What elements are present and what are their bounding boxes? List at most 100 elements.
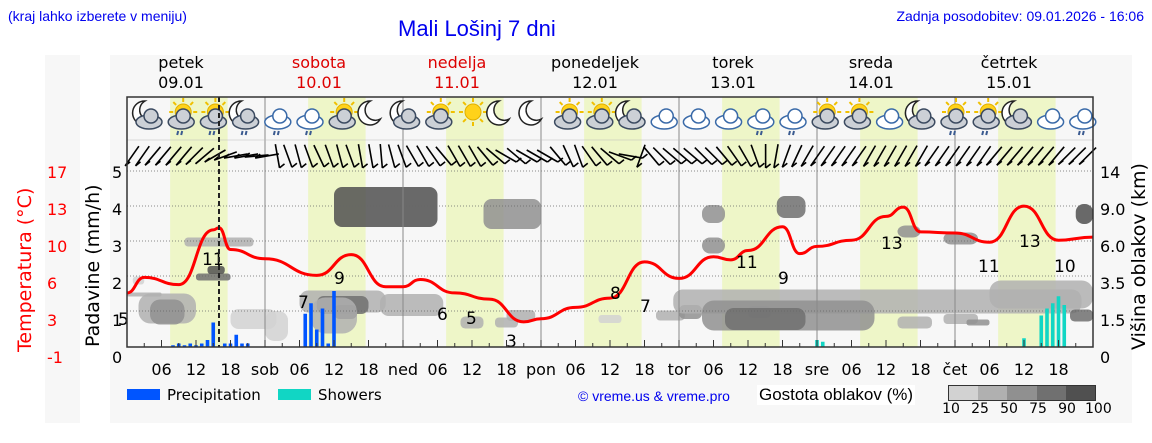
- wind-barb-icon: [134, 145, 150, 167]
- moon-cloud-icon: [1001, 100, 1033, 130]
- x-tick-label: tor: [667, 360, 691, 379]
- cloud-tick: 6.0: [1100, 237, 1126, 256]
- precip-tick: 3: [112, 237, 123, 256]
- x-tick-label: 18: [496, 360, 517, 379]
- x-tick-label: 12: [461, 360, 483, 379]
- wind-barb-icon: [324, 144, 335, 168]
- temp-label: 9: [778, 269, 789, 289]
- wind-barb-icon: [303, 144, 314, 168]
- day-date-2: 11.01: [434, 73, 480, 92]
- wind-barb-icon: [830, 145, 846, 167]
- day-name-6: četrtek: [980, 53, 1038, 72]
- wind-barb-icon: [976, 145, 992, 167]
- density-scale-label: 50: [1000, 401, 1018, 417]
- wind-barb-icon: [914, 145, 929, 167]
- temp-label: 13: [1019, 232, 1041, 252]
- weather-icons: [131, 98, 1097, 136]
- x-tick-label: sob: [250, 360, 280, 379]
- x-tick-label: 06: [565, 360, 586, 379]
- wind-barb-icon: [581, 145, 597, 167]
- wind-barb-icon: [715, 146, 733, 166]
- sun-cloud-icon: [811, 98, 842, 130]
- cloud-icon: [1036, 108, 1065, 130]
- x-tick-label: čet: [942, 360, 968, 379]
- precip-tick: 4: [112, 200, 123, 219]
- wind-barb-icon: [368, 144, 374, 168]
- wind-barb-icon: [800, 145, 814, 167]
- day-name-3: ponedeljek: [551, 53, 639, 72]
- x-tick-label: 06: [703, 360, 724, 379]
- wind-barb-icon: [495, 149, 517, 163]
- temp-tick: 3: [47, 311, 58, 330]
- cloud-rain-icon: [264, 108, 292, 136]
- temp-tick: 10: [47, 237, 68, 256]
- cloud-tick: 3.5: [1100, 274, 1126, 293]
- x-tick-marks: [143, 340, 1077, 347]
- wind-barb-icon: [873, 145, 887, 167]
- wind-barb-icon: [841, 145, 857, 167]
- wind-barb-icon: [790, 144, 803, 168]
- copyright-link[interactable]: © vreme.us & vreme.pro: [578, 388, 730, 404]
- wind-barb-icon: [485, 147, 506, 165]
- sun-cloud-icon: [425, 98, 455, 130]
- wind-barb-icon: [515, 149, 538, 163]
- sun-cloud-icon: [553, 98, 584, 130]
- x-tick-label: 06: [841, 360, 862, 379]
- wind-barb-icon: [282, 144, 293, 168]
- wind-barb-icon: [476, 146, 494, 166]
- precip-tick: 0: [112, 348, 123, 367]
- wind-barb-icon: [379, 143, 384, 169]
- x-tick-label: sre: [804, 360, 830, 379]
- cloud-rain-icon: [779, 108, 807, 136]
- x-tick-label: 18: [358, 360, 379, 379]
- sun-cloud-rain-icon: [972, 98, 1003, 136]
- temp-label: 10: [1054, 257, 1076, 277]
- temp-label: 3: [506, 332, 517, 352]
- wind-barb-icon: [672, 147, 693, 165]
- wind-barb-icon: [526, 149, 548, 163]
- x-tick-label: 18: [1048, 360, 1069, 379]
- wind-barb-icon: [883, 145, 897, 167]
- wind-barb-icon: [313, 144, 325, 168]
- wind-barb-icon: [683, 147, 703, 165]
- wind-barb-icon: [694, 146, 713, 166]
- cloud-icon: [650, 108, 678, 130]
- wind-barb-icon: [965, 145, 981, 167]
- region-menu-note[interactable]: (kraj lahko izberete v meniju): [8, 8, 187, 24]
- cloud-icon: [875, 108, 904, 130]
- x-tick-label: 12: [737, 360, 759, 379]
- temp-tick: 13: [47, 200, 68, 219]
- x-tick-label: pon: [525, 360, 557, 379]
- temp-label: 5: [466, 309, 477, 329]
- wind-barb-icon: [773, 144, 779, 168]
- wind-barb-icon: [405, 145, 420, 167]
- wind-barb-icon: [608, 151, 632, 161]
- wind-barb-icon: [345, 144, 355, 168]
- temp-label: 11: [736, 253, 758, 273]
- wind-barb-icon: [820, 145, 836, 167]
- day-date-0: 09.01: [158, 73, 204, 92]
- wind-barb-icon: [506, 147, 527, 165]
- temp-label: 7: [298, 293, 309, 313]
- cloud-tick: 14: [1100, 163, 1121, 182]
- wind-barb-icon: [904, 145, 918, 167]
- wind-barb-icon: [274, 144, 281, 168]
- day-name-2: nedelja: [427, 53, 487, 72]
- temp-label: 8: [610, 284, 621, 304]
- sun-cloud-rain-icon: [940, 98, 970, 136]
- sun-icon: [459, 98, 487, 126]
- wind-barb-icon: [416, 145, 430, 167]
- cloud-tick: 1.5: [1100, 311, 1126, 330]
- last-update: Zadnja posodobitev: 09.01.2026 - 16:06: [896, 8, 1144, 24]
- moon-cloud-icon: [614, 100, 646, 130]
- wind-barb-icon: [600, 147, 620, 165]
- wind-barb-icon: [934, 145, 950, 167]
- precip-tick: 2: [112, 274, 123, 293]
- cloud-rain-icon: [1069, 108, 1097, 136]
- wind-barb-icon: [781, 144, 792, 168]
- density-scale-label: 10: [942, 401, 960, 417]
- density-swatch: [1007, 386, 1037, 400]
- density-scale-label: 25: [971, 401, 989, 417]
